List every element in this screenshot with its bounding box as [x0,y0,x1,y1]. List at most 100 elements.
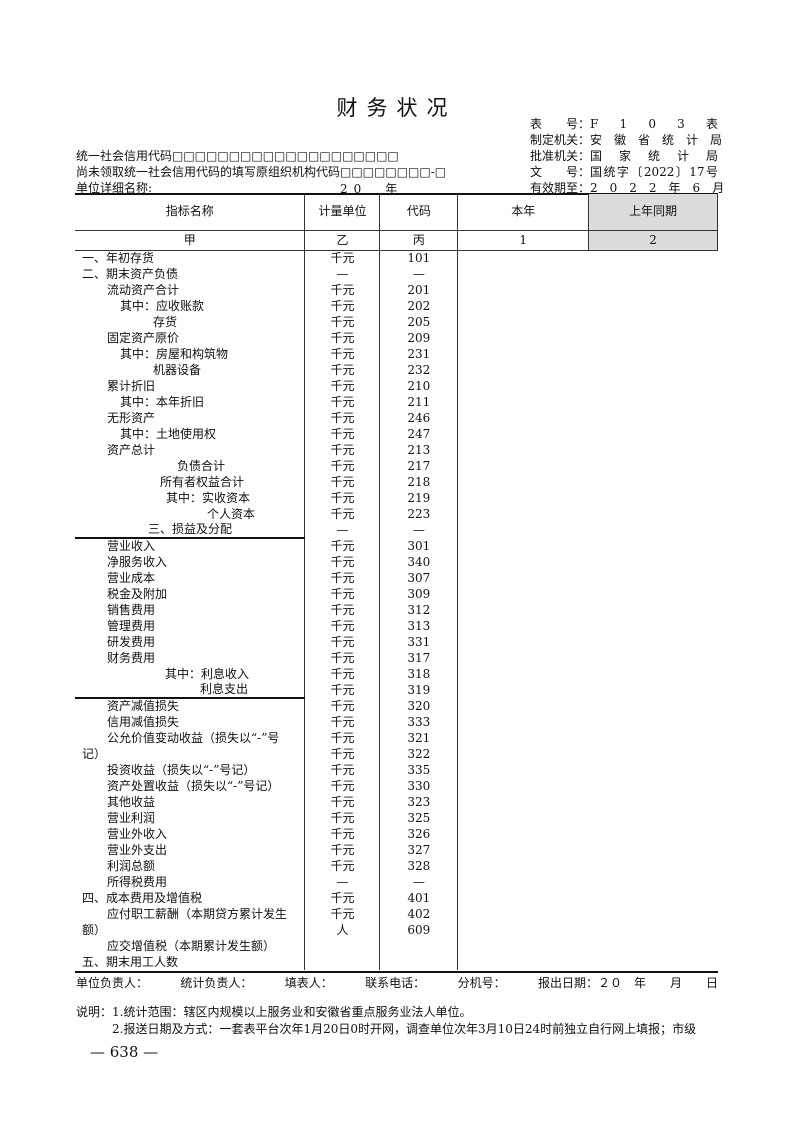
code: 211 [379,394,458,410]
indicator-name: 其他收益 [107,794,156,809]
this-year-value [457,618,589,634]
this-year-value [457,554,589,570]
indicator-name: 投资收益（损失以“-”号记） [107,762,256,777]
unit: 千元 [304,826,380,842]
table-row: 四、成本费用及增值税 千元 401 [75,890,718,906]
last-year-value [589,954,718,970]
code: 213 [379,442,458,458]
last-year-value [589,682,718,698]
code: 232 [379,362,458,378]
indicator-name: 固定资产原价 [107,330,180,345]
code: 223 [379,506,458,522]
table-row: 固定资产原价 千元 209 [75,330,718,346]
last-year-value [589,522,718,538]
form-info-label: 批准机关： [530,149,591,163]
this-year-value [457,250,589,266]
last-year-value [589,746,718,762]
unit: 千元 [304,314,380,330]
credit-code-label: 统一社会信用代码□□□□□□□□□□□□□□□□□□□□ [76,149,399,163]
last-year-value [589,874,718,890]
table-row: 利息支出 千元 319 [75,682,718,699]
last-year-value [589,394,718,410]
unit: 千元 [304,602,380,618]
this-year-value [457,362,589,378]
this-year-value [457,282,589,298]
last-year-value [589,346,718,362]
last-year-value [589,298,718,314]
this-year-value [457,858,589,874]
unit: 千元 [304,794,380,810]
last-year-value [589,474,718,490]
table-row: 三、损益及分配 — — [75,522,718,539]
indicator-name: 营业外收入 [107,826,168,841]
table-row: 营业外支出 千元 327 [75,842,718,858]
indicator-name: 四、成本费用及增值税 [82,890,203,905]
indicator-name: 销售费用 [107,602,156,617]
note-1: 说明：1.统计范围：辖区内规模以上服务业和安徽省重点服务业法人单位。 [76,1005,472,1019]
page-number: — 638 — [90,1043,159,1061]
this-year-value [457,682,589,698]
table-row: 存货 千元 205 [75,314,718,330]
table-row: 额） 人 609 [75,922,718,938]
this-year-value [457,298,589,314]
table-row: 一、年初存货 千元 101 [75,250,718,266]
unit: 千元 [304,634,380,650]
financial-table: 指标名称 计量单位 代码 本年 上年同期 甲 乙 丙 1 2 一、年初存货 千元 1… [75,194,718,970]
this-year-value [457,490,589,506]
code: 320 [379,698,458,714]
unit: 千元 [304,554,380,570]
table-row: 其中：利息收入 千元 318 [75,666,718,682]
table-row: 营业外收入 千元 326 [75,826,718,842]
form-info-value: 2 0 2 2 年 6 月 [590,181,725,195]
table-row: 无形资产 千元 246 [75,410,718,426]
table-row: 流动资产合计 千元 201 [75,282,718,298]
code: 301 [379,538,458,554]
this-year-value [457,314,589,330]
code: 325 [379,810,458,826]
code: 318 [379,666,458,682]
code: 331 [379,634,458,650]
indicator-name: 资产减值损失 [107,699,180,713]
this-year-value [457,378,589,394]
unit: 千元 [304,906,380,922]
indicator-name: 其中：房屋和构筑物 [120,346,229,361]
this-year-value [457,922,589,938]
indicator-name: 一、年初存货 [82,250,155,265]
indicator-name: 存货 [153,314,178,329]
this-year-value [457,762,589,778]
footer-field: 统计负责人： [180,976,253,990]
code: 609 [379,922,458,938]
table-row: 税金及附加 千元 309 [75,586,718,602]
this-year-value [457,890,589,906]
this-year-value [457,538,589,554]
unit [304,954,380,970]
header-code-row: 甲 乙 丙 1 2 [75,230,718,251]
unit-name-label: 单位详细名称: [76,181,153,195]
indicator-name: 额） [82,922,107,937]
last-year-value [589,634,718,650]
code: 209 [379,330,458,346]
table-bottom-rule [75,971,718,973]
code: 312 [379,602,458,618]
code: 319 [379,682,458,698]
last-year-value [589,442,718,458]
indicator-name: 营业成本 [107,570,156,585]
unit: 千元 [304,506,380,522]
form-info-label: 文 号： [530,165,591,179]
unit: 千元 [304,810,380,826]
indicator-name: 记） [82,746,107,761]
code: 327 [379,842,458,858]
last-year-value [589,762,718,778]
this-year-value [457,474,589,490]
last-year-value [589,794,718,810]
unit: 千元 [304,458,380,474]
this-year-value [457,794,589,810]
code: 247 [379,426,458,442]
code [379,954,458,970]
last-year-value [589,426,718,442]
header-last-year: 上年同期 [588,194,718,231]
this-year-value [457,826,589,842]
code: 402 [379,906,458,922]
indicator-name: 利息支出 [75,682,305,699]
unit: 千元 [304,730,380,746]
